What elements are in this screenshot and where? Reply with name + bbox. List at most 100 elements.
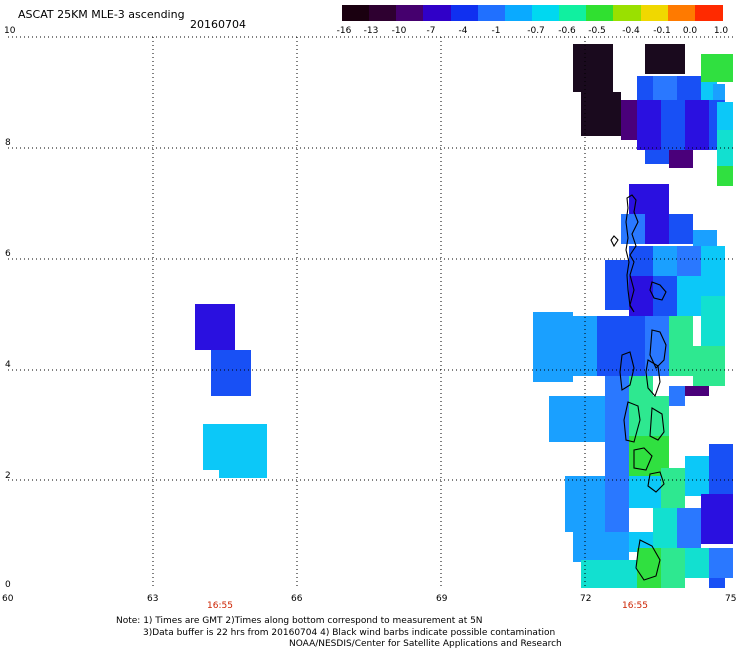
coastline [610,194,667,581]
atoll-d [645,359,661,398]
swath-cell [669,148,693,168]
colorbar-label: 0.0 [682,26,698,36]
swath-cell [693,346,725,386]
swath-cell [605,260,629,310]
swath-cell [669,316,693,376]
colorbar-swatch [477,5,506,21]
colorbar-swatch [504,5,533,21]
swath-cell [653,276,677,316]
colorbar-label: -4 [458,26,468,36]
colorbar-label: 1.0 [713,26,729,36]
note-line-3: NOAA/NESDIS/Center for Satellite Applica… [289,639,562,649]
note-line-2: 3)Data buffer is 22 hrs from 20160704 4)… [143,628,556,638]
colorbar-swatch [667,5,696,21]
colorbar-label: -0.5 [588,26,606,36]
colorbar-swatch [613,5,642,21]
atoll-h [647,471,665,493]
colorbar-label: -1 [491,26,501,36]
x-tick-75: 75 [725,594,737,604]
time-label-left: 16:55 [207,601,233,611]
swath-cell [661,100,685,150]
atoll-c [619,351,635,391]
swath-cell [669,386,685,406]
atoll-south [635,539,661,581]
colorbar-swatch [694,5,723,21]
swath-cell [645,44,685,74]
swath-cell [605,376,629,436]
data-swath [195,44,733,588]
swath-cell [677,76,701,100]
swath-cell [629,532,653,552]
colorbar-label: -7 [426,26,436,36]
colorbar-swatch [586,5,615,21]
y-tick-2: 2 [5,471,11,481]
colorbar-swatch [559,5,588,21]
colorbar-label: -10 [391,26,407,36]
swath-cell [621,100,637,140]
atoll-e [623,401,641,443]
swath-cell [677,508,701,548]
atoll-north [625,194,639,313]
y-tick-8: 8 [5,138,11,148]
swath-cell [637,548,661,588]
colorbar-label: -16 [336,26,352,36]
swath-cell [605,476,629,532]
swath-cell [629,376,653,436]
y-tick-10: 10 [4,26,16,36]
swath-cell [573,44,613,92]
swath-cell [717,102,733,130]
swath-cell [709,578,725,588]
swath-cell [709,548,733,578]
colorbar-label: -0.4 [622,26,640,36]
chart-title: ASCAT 25KM MLE-3 ascending [18,8,185,21]
swath-cell [653,76,677,100]
swath-cell [549,396,605,442]
swath-cell [661,468,685,508]
swath-cell [661,548,685,588]
x-tick-69: 69 [436,594,448,604]
colorbar-swatch [640,5,669,21]
x-tick-72: 72 [580,594,592,604]
swath-cell [195,304,235,350]
swath-cell [701,246,725,296]
swath-cell [621,214,645,244]
colorbar-swatch [342,5,370,21]
swath-cell [685,100,709,150]
swath-cell [533,312,573,382]
colorbar-label: -0.1 [653,26,671,36]
chart-date: 20160704 [190,18,246,31]
colorbar-label: -0.7 [527,26,545,36]
atoll-g [633,447,653,471]
islet [610,235,619,248]
swath-cell [621,316,645,376]
colorbar-swatch [450,5,479,21]
x-tick-63: 63 [147,594,159,604]
note-line-1: Note: 1) Times are GMT 2)Times along bot… [116,616,483,626]
atoll-a [649,281,667,301]
swath-cell [701,54,733,82]
colorbar-swatch [532,5,560,21]
swath-cell [685,456,709,496]
swath-cell [653,508,677,548]
time-label-right: 16:55 [622,601,648,611]
swath-cell [581,92,621,136]
atoll-f [649,407,665,441]
swath-cell [637,76,653,100]
swath-cell [685,386,709,396]
colorbar-label: -0.6 [558,26,576,36]
y-tick-6: 6 [5,249,11,259]
swath-cell [709,444,733,494]
grid-lines [8,36,735,589]
y-tick-4: 4 [5,360,11,370]
colorbar-label: -13 [363,26,379,36]
swath-cell [581,560,637,588]
swath-cell [637,100,661,150]
y-tick-0: 0 [5,580,11,590]
colorbar-swatch [423,5,452,21]
swath-cell [219,444,267,478]
swath-cell [677,276,701,316]
swath-cell [573,532,629,562]
swath-cell [565,476,605,532]
x-tick-66: 66 [291,594,303,604]
